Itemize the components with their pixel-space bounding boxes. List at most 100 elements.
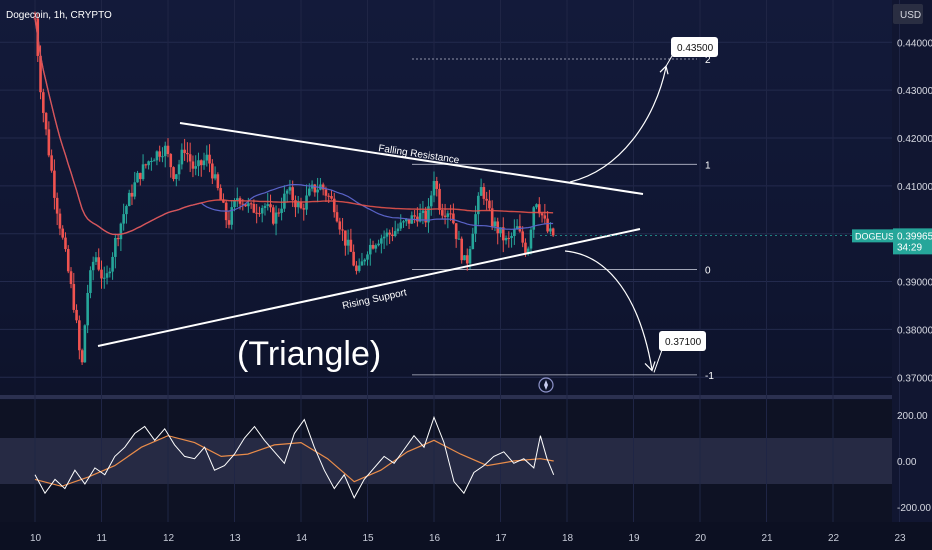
price-tick: 0.42000 [897, 134, 932, 145]
price-tick: 0.39000 [897, 278, 932, 289]
triangle-title: (Triangle) [237, 335, 381, 373]
price-tick: 0.41000 [897, 182, 932, 193]
candle-body [393, 231, 397, 237]
candle-body [102, 277, 106, 279]
candle-body [463, 255, 466, 261]
candle-body [211, 163, 214, 179]
candle-body [180, 149, 184, 165]
candle-body [158, 151, 161, 157]
candle-body [549, 228, 552, 232]
candle-body [391, 234, 394, 237]
time-tick: 14 [296, 533, 308, 544]
candle-body [360, 261, 364, 266]
candle-body [349, 239, 353, 252]
candle-body [172, 167, 175, 180]
candle-body [100, 269, 103, 279]
candle-body [269, 204, 272, 208]
candle-body [510, 236, 513, 238]
candle-body [133, 182, 137, 197]
candle-body [418, 212, 422, 222]
candle-body [141, 164, 145, 180]
candle-body [249, 203, 253, 205]
candle-body [399, 222, 403, 229]
oscillator-tick: 0.00 [897, 457, 917, 468]
time-tick: 15 [363, 533, 375, 544]
candle-body [479, 187, 483, 196]
candle-body [205, 154, 209, 161]
candle-body [493, 221, 497, 227]
candle-body [385, 232, 389, 237]
compass-icon-needle [544, 380, 548, 390]
candle-body [208, 154, 211, 164]
candle-body [513, 229, 516, 237]
candles [33, 11, 555, 365]
price-tick: 0.44000 [897, 38, 932, 49]
candle-body [216, 174, 220, 189]
falling-resistance-label: Falling Resistance [378, 143, 461, 166]
candle-body [490, 208, 494, 227]
candle-body [485, 198, 488, 201]
candle-body [197, 160, 200, 167]
candle-body [116, 237, 120, 240]
candle-body [402, 221, 405, 223]
time-tick: 11 [97, 533, 108, 544]
candle-body [499, 227, 502, 234]
candle-body [163, 145, 167, 157]
time-tick: 19 [629, 533, 641, 544]
candle-body [194, 166, 198, 169]
grid [0, 0, 900, 522]
oscillator-main-line [34, 415, 555, 499]
bearish-arrowhead [644, 361, 656, 372]
target-down-box [659, 331, 706, 351]
falling-resistance-line [179, 122, 644, 195]
candle-body [388, 232, 391, 235]
price-tag-countdown: 34:29 [897, 242, 922, 253]
compass-icon [538, 377, 554, 393]
candle-body [91, 261, 95, 271]
bullish-arrowhead [659, 65, 669, 75]
candle-body [150, 161, 153, 163]
currency-badge [893, 4, 923, 24]
bearish-projection-arrow [564, 250, 653, 370]
candle-body [299, 202, 303, 209]
candle-body [152, 160, 156, 162]
candle-body [443, 215, 447, 217]
candle-body [355, 265, 358, 271]
price-tag-value: 0.39965 [897, 231, 932, 242]
time-tick: 18 [562, 533, 574, 544]
candle-body [471, 233, 475, 250]
price-axis [892, 0, 932, 550]
rising-support-line [97, 228, 641, 347]
candle-body [191, 161, 195, 169]
candle-body [274, 212, 278, 224]
candle-body [213, 174, 217, 179]
candle-body [504, 237, 508, 241]
candle-body [501, 227, 505, 241]
candle-body [441, 210, 444, 216]
candle-body [105, 273, 109, 278]
candle-body [316, 189, 319, 193]
candle-body [432, 181, 436, 196]
candle-body [199, 160, 203, 166]
candle-body [78, 320, 81, 351]
candle-body [263, 205, 267, 209]
candle-body [540, 213, 544, 216]
candle-body [460, 238, 464, 261]
time-tick: 10 [30, 533, 42, 544]
candle-body [58, 213, 62, 229]
candle-body [537, 204, 541, 214]
candle-body [66, 249, 70, 272]
candle-body [435, 181, 439, 189]
candle-body [161, 156, 164, 158]
time-tick: 17 [496, 533, 508, 544]
candle-body [169, 154, 173, 168]
candle-body [529, 229, 533, 249]
symbol-tag-label: DOGEUSD [855, 231, 901, 241]
target-up-box [671, 37, 718, 57]
candle-body [227, 220, 231, 225]
candle-body [119, 223, 123, 240]
candle-body [404, 218, 408, 222]
candle-body [366, 254, 369, 260]
candle-body [260, 208, 264, 214]
